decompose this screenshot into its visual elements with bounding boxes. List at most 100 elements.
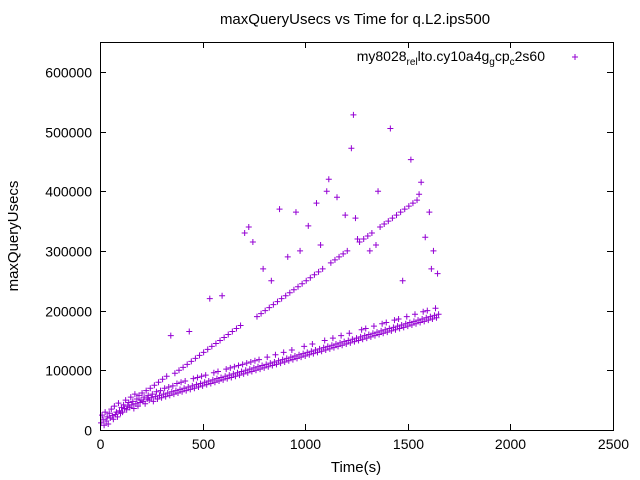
data-point xyxy=(280,349,287,356)
data-point xyxy=(343,341,350,348)
data-point xyxy=(358,326,365,333)
data-point xyxy=(401,206,408,213)
data-point xyxy=(339,342,346,349)
data-point xyxy=(268,277,275,284)
x-tick-label: 0 xyxy=(97,436,105,452)
data-point xyxy=(376,331,383,338)
data-point xyxy=(359,336,366,343)
data-point xyxy=(321,337,328,344)
data-point xyxy=(245,224,252,231)
data-point xyxy=(368,230,375,237)
data-point xyxy=(330,344,337,351)
data-point xyxy=(435,311,442,318)
data-point xyxy=(422,234,429,241)
data-point xyxy=(182,378,189,385)
legend-label-subscript: c xyxy=(510,57,515,68)
legend-label-part: cp xyxy=(495,48,510,64)
data-point xyxy=(429,315,436,322)
data-point xyxy=(421,318,428,325)
data-point xyxy=(196,352,203,359)
data-point xyxy=(241,230,248,237)
data-point xyxy=(310,350,317,357)
data-point xyxy=(120,401,127,408)
data-point xyxy=(405,203,412,210)
data-point xyxy=(317,241,324,248)
data-point xyxy=(307,274,314,281)
data-point xyxy=(235,362,242,369)
data-point xyxy=(179,388,186,395)
data-point xyxy=(286,289,293,296)
data-point xyxy=(278,295,285,302)
data-point xyxy=(364,233,371,239)
data-point xyxy=(430,247,437,254)
data-point xyxy=(207,380,214,387)
data-point xyxy=(231,363,238,370)
data-point xyxy=(203,381,210,388)
data-point xyxy=(391,317,398,324)
data-point xyxy=(276,206,283,213)
x-tick-label: 2500 xyxy=(598,436,629,452)
data-point xyxy=(104,413,111,420)
data-point xyxy=(371,332,378,339)
data-point xyxy=(129,398,136,405)
data-point xyxy=(128,401,135,408)
data-point xyxy=(188,358,195,365)
data-point xyxy=(210,369,217,376)
data-point xyxy=(302,352,309,359)
data-point xyxy=(295,283,302,290)
data-point xyxy=(208,343,215,350)
data-point xyxy=(290,286,297,293)
data-point xyxy=(148,394,155,401)
data-point xyxy=(314,349,321,356)
data-point xyxy=(432,305,439,312)
data-point xyxy=(236,372,243,379)
chart-title: maxQueryUsecs vs Time for q.L2.ips500 xyxy=(220,11,490,28)
data-point xyxy=(198,373,205,380)
data-point xyxy=(176,367,183,374)
x-tick-label: 500 xyxy=(192,436,216,452)
data-point xyxy=(388,327,395,334)
data-point xyxy=(139,389,146,396)
legend-label-part: 2s60 xyxy=(515,48,546,64)
data-point xyxy=(265,363,272,370)
data-point xyxy=(123,406,130,413)
data-point xyxy=(180,364,187,371)
legend-label-part: my8028 xyxy=(357,48,407,64)
data-point xyxy=(385,218,392,225)
data-point xyxy=(387,125,394,132)
data-point xyxy=(384,329,391,336)
data-point xyxy=(298,354,305,361)
data-point xyxy=(151,382,158,389)
data-point xyxy=(183,387,190,394)
data-point xyxy=(272,351,279,358)
data-point xyxy=(253,313,260,320)
data-point xyxy=(142,400,149,407)
data-point xyxy=(347,339,354,346)
data-point xyxy=(293,355,300,362)
data-point xyxy=(397,209,404,216)
data-point xyxy=(149,391,156,398)
x-tick-label: 1000 xyxy=(290,436,321,452)
data-point xyxy=(424,307,431,314)
data-point xyxy=(232,373,239,380)
data-points xyxy=(98,111,442,429)
data-point xyxy=(191,385,198,392)
data-point xyxy=(106,410,113,417)
data-point xyxy=(102,409,109,416)
data-point xyxy=(416,191,423,198)
data-point xyxy=(303,277,310,284)
data-point xyxy=(334,194,341,201)
data-point xyxy=(261,364,268,371)
data-point xyxy=(243,360,250,367)
data-point xyxy=(249,238,256,245)
data-point xyxy=(396,325,403,332)
data-point xyxy=(157,387,164,394)
data-point xyxy=(165,384,172,391)
data-point xyxy=(340,250,347,257)
data-point xyxy=(372,241,379,248)
data-point xyxy=(217,337,224,344)
data-point xyxy=(306,351,313,358)
data-point xyxy=(154,395,161,402)
data-point xyxy=(434,270,441,277)
